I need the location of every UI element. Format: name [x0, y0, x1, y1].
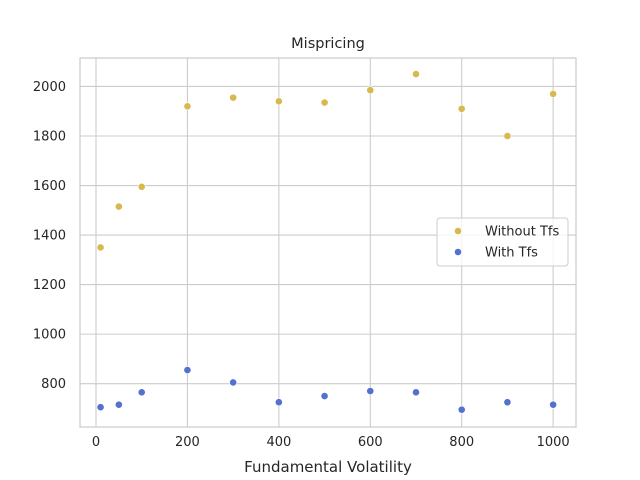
data-point: [457, 104, 466, 113]
x-tick-label: 0: [92, 435, 100, 450]
data-point: [137, 388, 146, 397]
data-point: [274, 97, 283, 106]
data-point: [114, 400, 123, 409]
data-point: [549, 90, 558, 98]
legend-marker: [454, 248, 462, 256]
data-point: [503, 398, 512, 407]
data-point: [412, 388, 420, 397]
x-tick-label: 200: [175, 435, 200, 450]
data-point: [229, 378, 238, 387]
data-point: [137, 182, 146, 191]
data-point: [366, 387, 375, 395]
chart-title: Mispricing: [291, 36, 365, 52]
data-point: [412, 70, 420, 78]
y-tick-label: 1400: [33, 229, 66, 244]
data-point: [457, 405, 466, 414]
y-tick-label: 800: [41, 377, 66, 392]
y-tick-label: 1600: [33, 179, 66, 194]
data-point: [274, 398, 283, 407]
x-tick-label: 800: [449, 435, 474, 450]
legend-box: [436, 217, 569, 267]
x-tick-label: 600: [358, 435, 383, 450]
data-point: [96, 403, 105, 412]
data-point: [183, 102, 192, 111]
data-point: [320, 98, 329, 107]
legend: Without Tfs With Tfs: [436, 217, 569, 267]
y-tick-label: 2000: [33, 80, 66, 95]
legend-label: Without Tfs: [485, 225, 559, 240]
x-tick-label: 1000: [537, 435, 570, 450]
data-point: [229, 93, 238, 102]
data-point: [366, 86, 375, 95]
y-tick-label: 1000: [33, 328, 66, 343]
data-point: [549, 400, 558, 409]
data-point: [114, 202, 123, 211]
legend-label: With Tfs: [485, 246, 538, 261]
data-point: [96, 243, 105, 252]
plot-frame: [79, 57, 577, 428]
x-axis-label: Fundamental Volatility: [244, 458, 412, 476]
data-points: [96, 70, 558, 414]
x-tick-label: 400: [266, 435, 291, 450]
data-point: [320, 392, 329, 400]
data-point: [183, 366, 192, 374]
y-tick-label: 1800: [33, 130, 66, 145]
y-tick-label: 1200: [33, 278, 66, 293]
legend-marker: [454, 227, 462, 235]
tick-labels: 0 200 400 600 800 1000 800 1000 1200 1400 1600 1800…: [33, 80, 570, 450]
data-point: [503, 132, 512, 140]
